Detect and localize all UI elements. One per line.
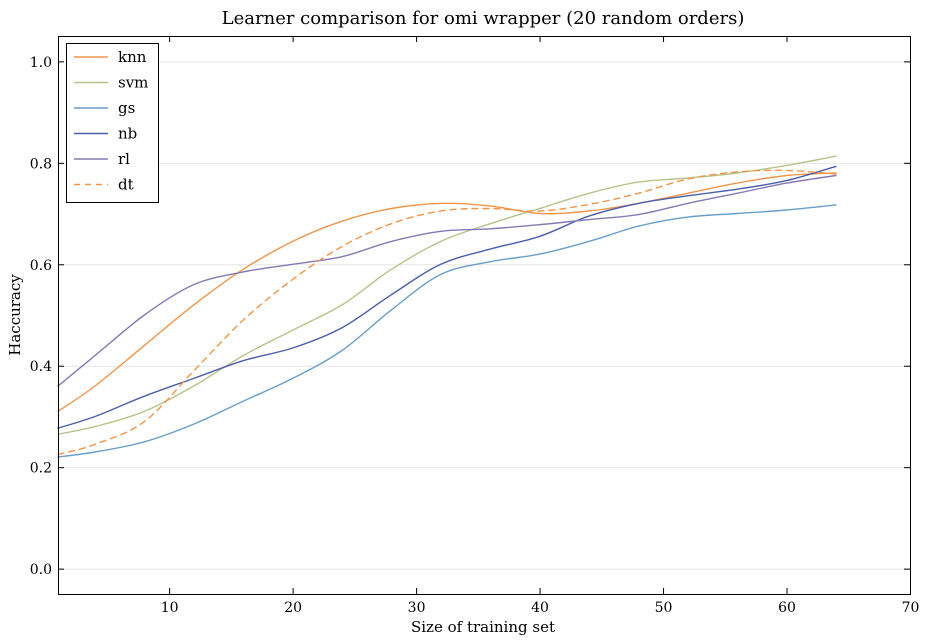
x-tick-label: 30 bbox=[408, 600, 426, 616]
x-tick-label: 70 bbox=[902, 600, 920, 616]
x-tick-label: 20 bbox=[284, 600, 302, 616]
series-line-knn bbox=[57, 172, 837, 413]
axis-ticks: 0.0 0.2 0.4 0.6 0.8 1.0 10 20 30 40 50 60 70 bbox=[30, 36, 920, 616]
legend-label-gs: gs bbox=[118, 99, 135, 117]
series-line-nb bbox=[57, 165, 837, 429]
legend-label-svm: svm bbox=[118, 74, 148, 92]
y-tick-label: 1.0 bbox=[30, 55, 52, 71]
legend: knn svm gs nb rl dt bbox=[66, 43, 159, 203]
x-tick-label: 40 bbox=[531, 600, 549, 616]
grid-lines bbox=[58, 61, 910, 570]
y-tick-label: 0.2 bbox=[30, 461, 52, 477]
plot-frame bbox=[58, 36, 911, 595]
legend-label-dt: dt bbox=[118, 176, 134, 194]
x-axis-label: Size of training set bbox=[411, 618, 555, 636]
y-tick-label: 0.4 bbox=[30, 359, 52, 375]
y-tick-label: 0.0 bbox=[30, 562, 52, 578]
x-tick-label: 50 bbox=[655, 600, 673, 616]
series-lines bbox=[57, 155, 837, 458]
series-line-dt bbox=[57, 169, 837, 456]
y-tick-label: 0.8 bbox=[30, 156, 52, 172]
legend-label-nb: nb bbox=[118, 125, 137, 143]
chart-title: Learner comparison for omi wrapper (20 r… bbox=[222, 8, 745, 29]
x-tick-label: 10 bbox=[161, 600, 179, 616]
legend-label-rl: rl bbox=[118, 150, 130, 168]
series-line-gs bbox=[57, 204, 837, 458]
legend-label-knn: knn bbox=[118, 48, 147, 66]
x-tick-label: 60 bbox=[778, 600, 796, 616]
y-tick-label: 0.6 bbox=[30, 258, 52, 274]
y-axis-label: Haccuracy bbox=[6, 274, 24, 356]
series-line-rl bbox=[57, 174, 837, 387]
legend-box bbox=[66, 43, 159, 203]
